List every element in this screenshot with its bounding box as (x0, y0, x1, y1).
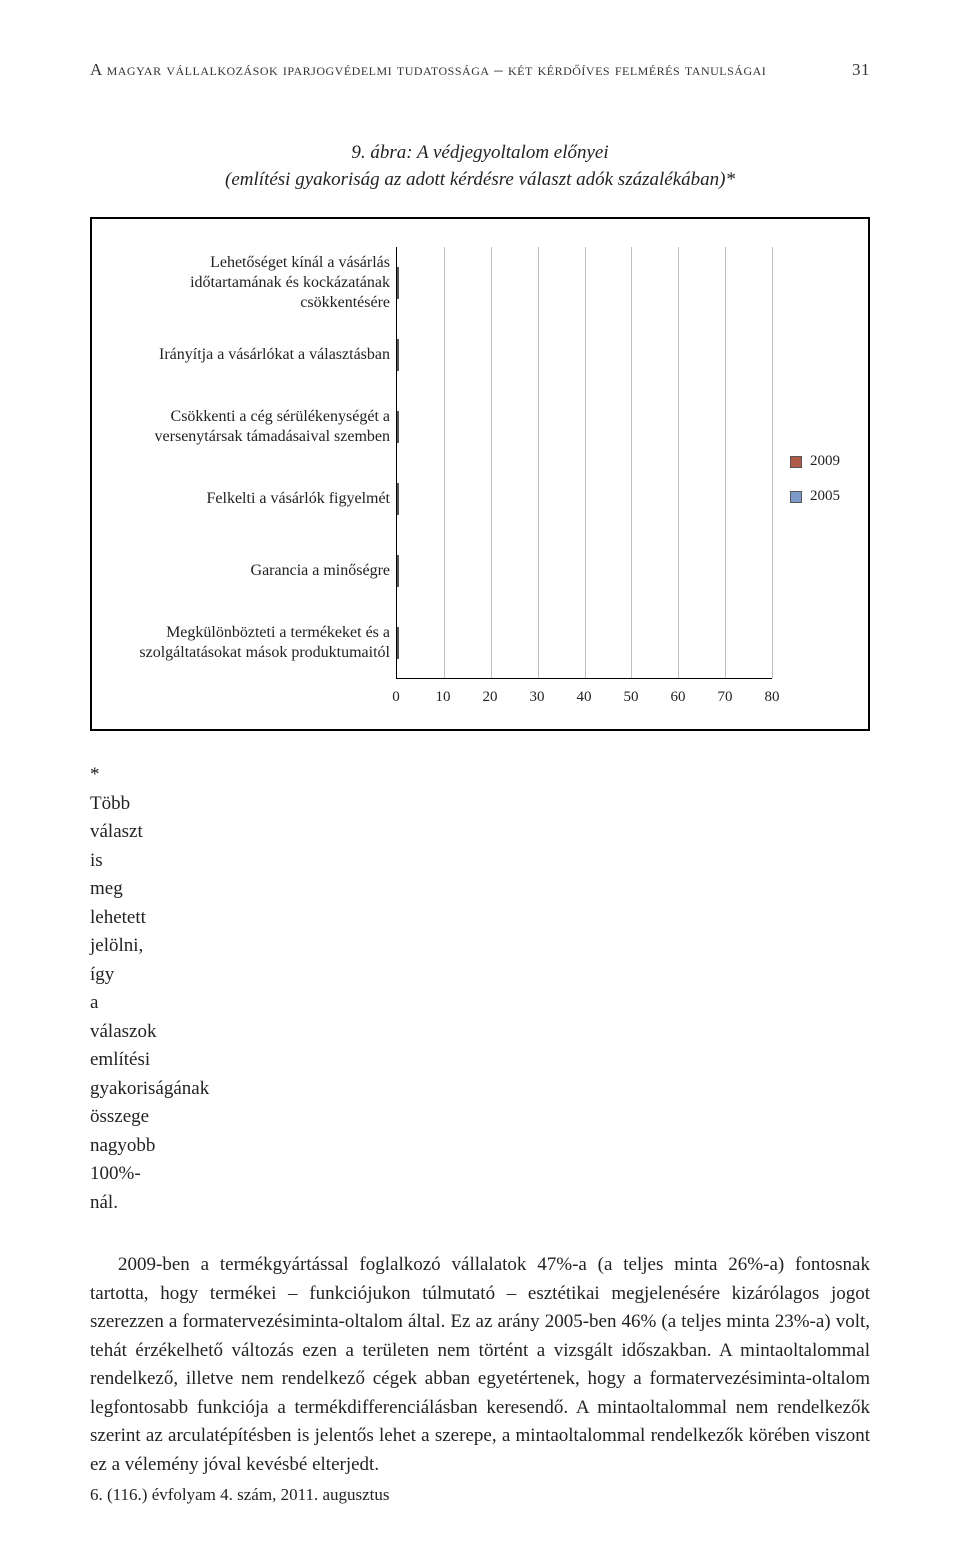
x-tick-label: 70 (718, 689, 733, 706)
bar (397, 499, 399, 515)
bar (397, 555, 399, 571)
category-label: Csökkenti a cég sérülékenységét a versen… (116, 391, 396, 463)
chart-inner: Lehetőséget kínál a vásárlás időtartamán… (116, 247, 844, 711)
grid-line (585, 247, 586, 678)
chart-legend: 2009 2005 (772, 247, 844, 711)
bar (397, 427, 399, 443)
footnote-text: * Több választ is meg lehetett jelölni, … (90, 761, 104, 1217)
bar (397, 627, 399, 643)
x-tick-label: 20 (483, 689, 498, 706)
bar-group (397, 627, 399, 659)
running-head: A magyar vállalkozások iparjogvédelmi tu… (90, 60, 870, 80)
legend-swatch (790, 491, 802, 503)
grid-line (772, 247, 773, 678)
x-tick-label: 0 (392, 689, 400, 706)
bar-group (397, 411, 399, 443)
bar (397, 355, 399, 371)
x-tick-label: 60 (671, 689, 686, 706)
bar (397, 339, 399, 355)
category-labels: Lehetőséget kínál a vásárlás időtartamán… (116, 247, 396, 679)
bar (397, 283, 399, 299)
bar-group (397, 267, 399, 299)
x-tick-label: 40 (577, 689, 592, 706)
bar-group (397, 483, 399, 515)
page-footer: 6. (116.) évfolyam 4. szám, 2011. augusz… (90, 1485, 389, 1505)
bar (397, 483, 399, 499)
bar (397, 267, 399, 283)
page: A magyar vállalkozások iparjogvédelmi tu… (0, 0, 960, 1559)
grid-line (444, 247, 445, 678)
chart-x-ticks: 01020304050607080 (396, 685, 772, 711)
running-title: A magyar vállalkozások iparjogvédelmi tu… (90, 60, 832, 80)
grid-line (491, 247, 492, 678)
figure-caption: 9. ábra: A védjegyoltalom előnyei (említ… (160, 140, 800, 193)
x-tick-label: 80 (765, 689, 780, 706)
chart-frame: Lehetőséget kínál a vásárlás időtartamán… (90, 217, 870, 731)
category-label: Felkelti a vásárlók figyelmét (116, 463, 396, 535)
page-number: 31 (852, 60, 870, 80)
category-label: Irányítja a vásárlókat a választásban (116, 319, 396, 391)
x-tick-label: 50 (624, 689, 639, 706)
bar (397, 643, 399, 659)
bar-group (397, 555, 399, 587)
legend-swatch (790, 456, 802, 468)
category-label: Lehetőséget kínál a vásárlás időtartamán… (116, 247, 396, 319)
chart-plot-area (396, 247, 772, 679)
grid-line (678, 247, 679, 678)
figure-footnote: * Több választ is meg lehetett jelölni, … (90, 761, 870, 1217)
chart-plot-column: 01020304050607080 (396, 247, 772, 711)
legend-label: 2009 (810, 453, 840, 470)
category-label: Garancia a minőségre (116, 535, 396, 607)
grid-line (725, 247, 726, 678)
bar (397, 571, 399, 587)
grid-line (538, 247, 539, 678)
legend-item: 2005 (790, 488, 844, 505)
legend-label: 2005 (810, 488, 840, 505)
x-tick-label: 30 (530, 689, 545, 706)
grid-line (631, 247, 632, 678)
bar (397, 411, 399, 427)
body-paragraph: 2009-ben a termékgyártással foglalkozó v… (90, 1251, 870, 1479)
category-label: Megkülönbözteti a termékeket és a szolgá… (116, 607, 396, 679)
bar-group (397, 339, 399, 371)
x-tick-label: 10 (436, 689, 451, 706)
legend-item: 2009 (790, 453, 844, 470)
